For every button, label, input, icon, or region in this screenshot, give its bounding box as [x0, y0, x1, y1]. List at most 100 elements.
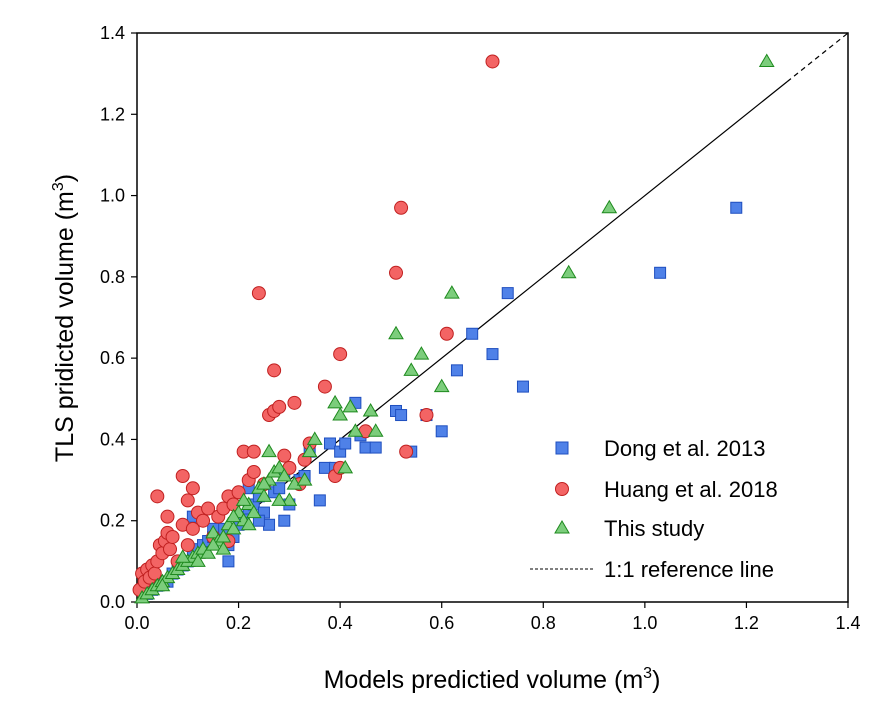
y-axis-title-main: TLS pridicted volume (m	[51, 191, 79, 462]
y-tick-label: 0.6	[100, 348, 125, 368]
y-axis-title-end: )	[51, 174, 79, 182]
data-point-dong	[323, 437, 336, 450]
data-point-this-study	[225, 508, 242, 523]
data-point-huang	[185, 481, 200, 496]
data-point-dong	[395, 409, 408, 422]
x-axis-title: Models predictied volume (m3)	[324, 665, 661, 694]
x-tick-label: 0.2	[226, 613, 251, 633]
y-tick-label: 1.4	[100, 23, 125, 43]
data-point-this-study	[154, 577, 171, 592]
data-point-huang	[231, 485, 246, 500]
data-point-this-study	[301, 443, 318, 458]
data-point-this-study	[367, 423, 384, 437]
data-point-huang	[147, 566, 162, 581]
data-point-this-study	[403, 362, 420, 376]
data-point-huang	[277, 448, 292, 463]
y-tick-label: 0.4	[100, 429, 125, 449]
legend-label-dong: Dong et al. 2013	[604, 436, 765, 461]
data-point-huang	[333, 347, 348, 362]
data-point-this-study	[225, 520, 242, 535]
data-point-this-study	[342, 398, 359, 413]
x-tick-label: 1.2	[734, 613, 759, 633]
legend-marker-circle	[555, 482, 569, 496]
data-point-dong	[435, 425, 448, 438]
data-point-huang	[246, 444, 261, 459]
data-point-this-study	[245, 504, 262, 519]
data-point-huang	[180, 538, 195, 553]
reference-line-dashed	[786, 32, 849, 83]
y-axis-title-sup: 3	[50, 182, 67, 191]
plot-frame	[136, 32, 849, 603]
data-point-dong	[369, 441, 382, 454]
y-tick-label: 0.8	[100, 267, 125, 287]
data-point-huang	[272, 399, 287, 414]
data-point-dong	[222, 555, 235, 568]
x-axis-title-main: Models predictied volume (m	[324, 666, 644, 694]
data-point-this-study	[560, 264, 577, 279]
data-point-dong	[318, 461, 331, 474]
data-point-huang	[150, 489, 165, 504]
data-point-huang	[287, 395, 302, 410]
legend-label-huang: Huang et al. 2018	[604, 477, 778, 502]
data-point-this-study	[205, 537, 222, 551]
data-points	[132, 53, 775, 604]
data-point-this-study	[347, 423, 364, 437]
data-point-huang	[267, 363, 282, 378]
data-point-this-study	[286, 476, 303, 490]
data-point-this-study	[362, 402, 379, 417]
data-point-this-study	[601, 199, 618, 214]
data-point-huang	[201, 501, 216, 516]
data-point-dong	[278, 514, 291, 527]
x-tick-label: 0.0	[124, 613, 149, 633]
data-point-dong	[654, 266, 667, 279]
y-tick-label: 0.0	[100, 592, 125, 612]
data-point-huang	[394, 200, 409, 215]
data-point-dong	[730, 201, 743, 214]
y-axis-title: TLS pridicted volume (m3)	[50, 174, 79, 462]
legend-marker-triangle	[554, 520, 570, 534]
y-tick-label: 0.2	[100, 511, 125, 531]
data-point-this-study	[215, 541, 232, 555]
data-point-this-study	[276, 468, 293, 482]
data-point-dong	[339, 437, 352, 450]
y-tick-label: 1.2	[100, 104, 125, 124]
data-point-this-study	[332, 407, 349, 421]
data-point-huang	[485, 54, 500, 69]
y-tick-label: 1.0	[100, 186, 125, 206]
legend-label-reference-line: 1:1 reference line	[604, 557, 774, 582]
data-point-huang	[399, 444, 414, 459]
data-point-this-study	[261, 443, 277, 458]
data-point-huang	[251, 286, 266, 301]
data-point-this-study	[235, 492, 252, 506]
data-point-this-study	[306, 431, 323, 445]
data-point-this-study	[296, 472, 313, 486]
data-point-dong	[359, 441, 372, 454]
data-point-this-study	[256, 488, 272, 502]
data-point-this-study	[271, 459, 288, 474]
data-point-huang	[419, 408, 434, 423]
data-point-huang	[165, 529, 180, 544]
data-point-huang	[160, 509, 175, 524]
data-point-huang	[180, 493, 195, 508]
x-tick-label: 0.4	[328, 613, 353, 633]
data-point-dong	[486, 348, 499, 361]
data-point-this-study	[190, 553, 206, 567]
data-point-this-study	[174, 549, 191, 563]
data-point-huang	[185, 521, 200, 536]
x-axis-ticks: 0.0 0.2 0.4 0.6 0.8 1.0 1.2 1.4	[124, 602, 861, 633]
data-point-dong	[466, 327, 479, 340]
legend: Dong et al. 2013 Huang et al. 2018 This …	[530, 436, 778, 582]
legend-label-this-study: This study	[604, 516, 704, 541]
x-tick-label: 1.0	[632, 613, 657, 633]
data-point-this-study	[388, 325, 404, 340]
data-point-dong	[263, 518, 276, 531]
data-point-dong	[313, 494, 326, 507]
data-point-this-study	[413, 346, 430, 360]
data-point-dong	[450, 364, 463, 377]
data-point-huang	[317, 379, 332, 394]
data-point-this-study	[337, 459, 354, 474]
data-point-huang	[175, 469, 190, 484]
data-point-huang	[246, 464, 261, 479]
data-point-dong	[501, 287, 514, 300]
